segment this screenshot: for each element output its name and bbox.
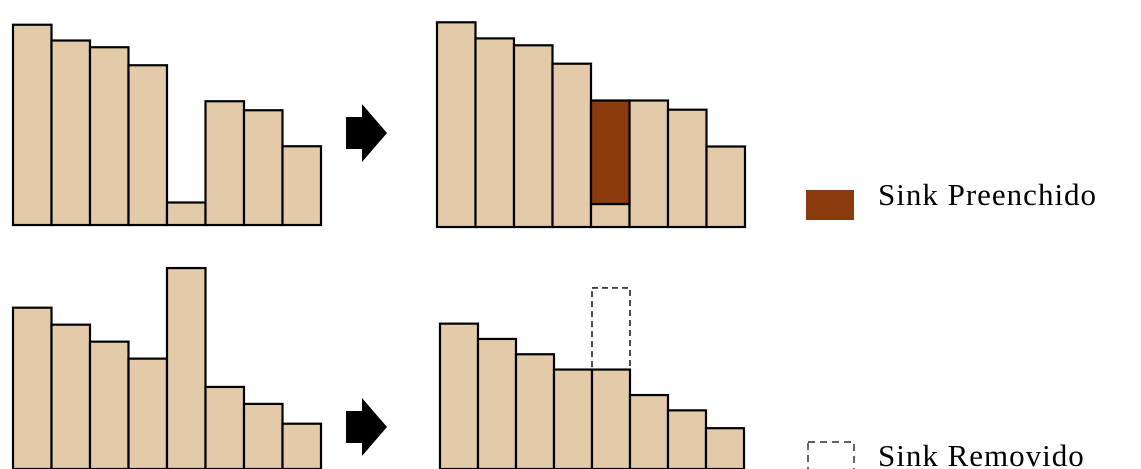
bar (88, 46, 130, 227)
bar (127, 357, 169, 469)
bar (705, 145, 747, 229)
bar (704, 427, 746, 469)
bar (50, 323, 92, 469)
bar (242, 402, 284, 469)
removed-sink-swatch (807, 441, 855, 469)
panel-bottom-before (11, 266, 323, 469)
bar (165, 201, 207, 227)
bar (281, 422, 323, 469)
bar (165, 266, 207, 469)
panel-top-before (11, 23, 323, 227)
bar (11, 306, 53, 469)
bar (204, 100, 246, 227)
bar (551, 62, 593, 229)
filled-sink-swatch (806, 190, 854, 220)
bar (589, 202, 631, 229)
right-arrow-icon (346, 398, 387, 456)
bar (50, 39, 92, 227)
bar (590, 368, 632, 469)
bar (242, 109, 284, 227)
bar (281, 145, 323, 227)
bar (204, 385, 246, 469)
bar (88, 340, 130, 469)
bar (666, 409, 708, 469)
bar (435, 21, 477, 229)
panel-bottom-after (438, 287, 746, 469)
bar (474, 37, 516, 229)
bar (552, 368, 594, 469)
bar (438, 322, 480, 469)
filled-sink-block (589, 99, 631, 206)
bar (11, 23, 53, 227)
removed-sink-outline (591, 287, 631, 371)
bar (628, 99, 670, 229)
bar (666, 108, 708, 229)
right-arrow-icon (346, 104, 387, 162)
bar (476, 337, 518, 469)
bar (127, 64, 169, 227)
panel-top-after (435, 21, 747, 229)
removed-sink-label: Sink Removido (878, 438, 1085, 469)
filled-sink-label: Sink Preenchido (878, 177, 1097, 212)
bar (628, 393, 670, 469)
bar (512, 44, 554, 229)
bar (514, 353, 556, 469)
